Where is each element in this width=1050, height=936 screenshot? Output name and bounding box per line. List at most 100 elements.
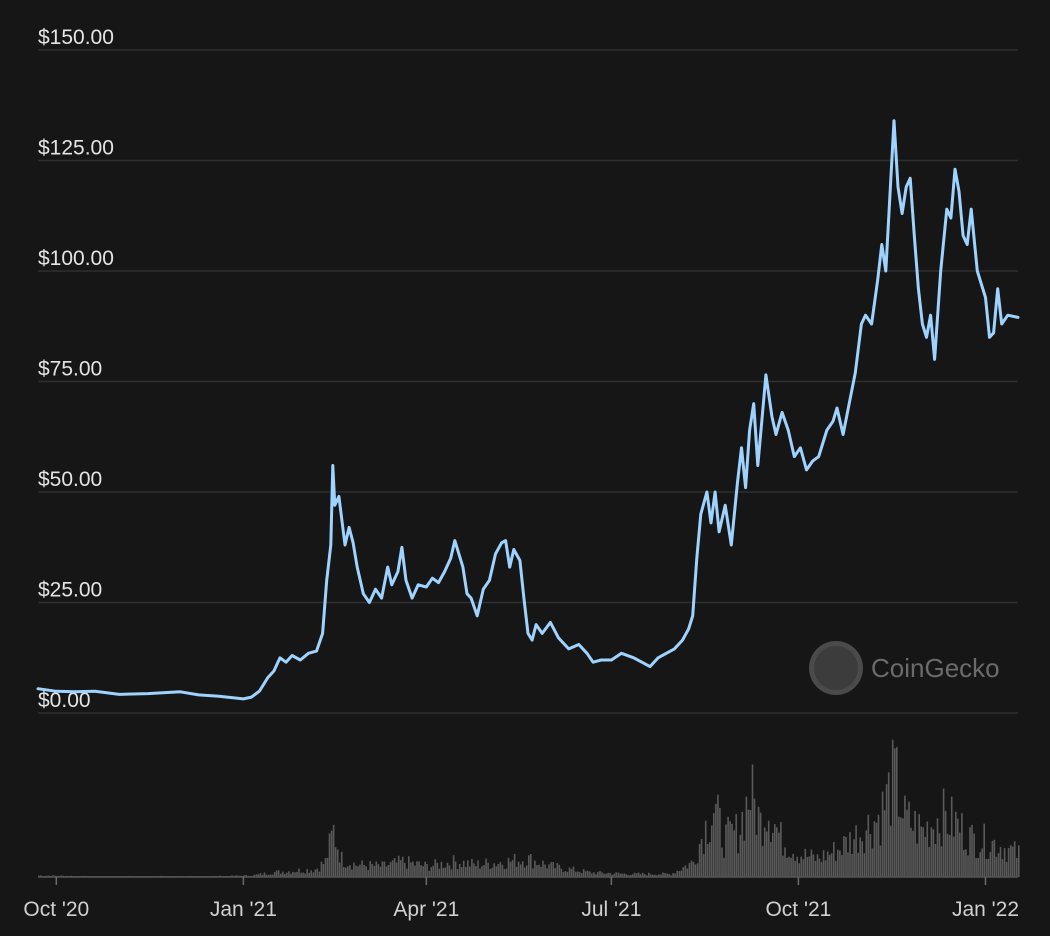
volume-bar (487, 862, 489, 877)
volume-bar (432, 865, 434, 877)
y-axis-labels: $0.00 $25.00 $50.00 $75.00 $100.00 $125.00 $15… (38, 26, 114, 712)
volume-bar (914, 811, 916, 877)
volume-bar (574, 871, 577, 877)
volume-bar (308, 872, 310, 877)
volume-bar (859, 837, 861, 877)
volume-bar (483, 865, 485, 877)
volume-bar (275, 870, 278, 877)
volume-bar (772, 833, 774, 877)
volume-bar (733, 830, 735, 877)
volume-bar (607, 872, 609, 877)
volume-bar (704, 820, 707, 877)
volume-bar (702, 854, 705, 877)
volume-bar (261, 874, 264, 877)
volume-bar (503, 869, 506, 877)
volume-bar (562, 871, 565, 877)
volume-bar (812, 854, 815, 877)
volume-bar (414, 865, 416, 877)
volume-bar (782, 855, 784, 877)
volume-bar (751, 764, 754, 877)
volume-bar (798, 863, 800, 877)
volume-bar (605, 873, 607, 877)
volume-bar (816, 854, 819, 877)
volume-bar (690, 860, 693, 877)
volume-bar (700, 839, 703, 877)
volume-bar (924, 837, 927, 877)
volume-bar (336, 849, 339, 877)
volume-bar (804, 848, 807, 877)
volume-bar (595, 874, 597, 877)
volume-bar (796, 856, 798, 877)
volume-bar (875, 822, 878, 877)
y-tick-label: $50.00 (38, 468, 102, 491)
volume-bar (645, 875, 648, 877)
volume-bar (428, 870, 430, 877)
volume-bar (324, 858, 327, 877)
volume-bar (1007, 848, 1010, 877)
volume-bar (727, 816, 729, 877)
volume-bar (948, 835, 951, 877)
x-tick-label: Jan '21 (210, 898, 277, 921)
volume-bar (818, 858, 821, 877)
volume-bar (806, 857, 809, 877)
volume-bar (326, 857, 329, 877)
volume-bar (446, 862, 449, 877)
volume-bar (357, 866, 359, 877)
volume-bar (316, 868, 319, 877)
volume-bar (424, 861, 426, 877)
volume-bar (969, 827, 971, 877)
volume-bar (511, 860, 514, 877)
volume-bar (406, 868, 408, 877)
volume-bar (440, 861, 443, 877)
volume-bar (808, 856, 811, 877)
volume-bar (971, 824, 973, 877)
volume-bar (576, 871, 579, 877)
volume-bar (879, 845, 882, 877)
volume-bar (885, 784, 888, 877)
volume-bar (395, 862, 398, 877)
volume-bar (444, 867, 447, 877)
volume-bar (666, 873, 668, 877)
volume-bar (660, 874, 662, 877)
volume-bar (894, 748, 896, 877)
volume-bar (314, 869, 317, 877)
volume-bar (548, 864, 550, 877)
volume-bar (404, 863, 406, 877)
y-gridlines (38, 49, 1018, 714)
volume-bar (530, 854, 532, 877)
volume-bar (393, 858, 396, 877)
volume-bar (597, 871, 599, 877)
volume-bar (452, 855, 455, 877)
volume-bar (985, 858, 988, 877)
volume-bar (371, 863, 373, 877)
volume-bar (412, 861, 414, 877)
volume-bar (1003, 848, 1006, 877)
volume-bar (556, 863, 559, 877)
volume-bar (296, 871, 298, 877)
volume-bar (615, 872, 617, 877)
volume-bar (430, 867, 432, 877)
volume-bar (826, 851, 829, 877)
volume-bar (641, 872, 644, 877)
volume-bar (926, 821, 929, 877)
volume-bar (833, 842, 835, 877)
volume-bar (401, 856, 404, 877)
volume-bar (873, 821, 876, 877)
volume-bar (544, 864, 546, 877)
volume-bar (361, 860, 363, 877)
volume-bar (989, 852, 992, 877)
y-tick-label: $125.00 (38, 137, 114, 160)
volume-bar (365, 866, 367, 877)
volume-bar (881, 791, 884, 877)
volume-bar (1013, 841, 1016, 877)
volume-bar (572, 866, 575, 877)
volume-bar (975, 858, 977, 877)
volume-bar (334, 847, 337, 877)
volume-bar (580, 873, 583, 877)
volume-bar (861, 841, 863, 877)
watermark-text: CoinGecko (871, 653, 1000, 683)
volume-bar (871, 848, 874, 877)
volume-bar (284, 874, 286, 877)
volume-bar (934, 844, 937, 877)
volume-bar (761, 846, 764, 877)
